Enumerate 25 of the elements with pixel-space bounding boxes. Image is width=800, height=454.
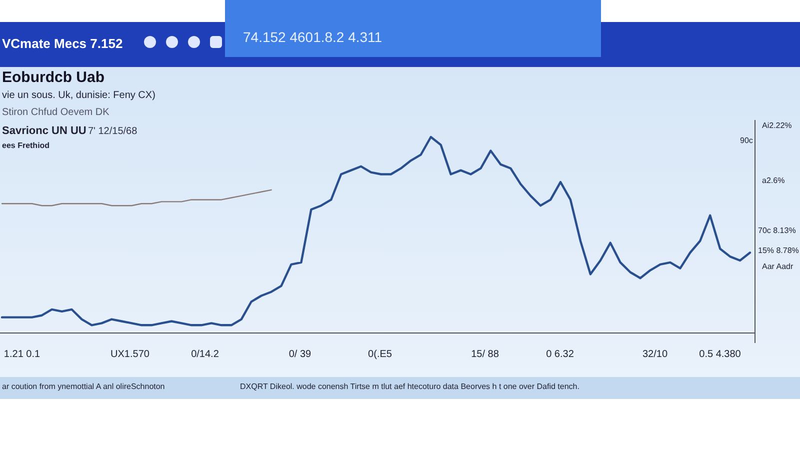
text: DXQRT Dikeol. wode conensh Tirtse m tlut aef htecoturo data Beorves h t one over Dafid tench. (240, 382, 580, 391)
text: a2.6% (762, 176, 785, 185)
text: 0/ 39 (288, 349, 312, 360)
text: ar coution from ynemottial A anl olireSchnoton (2, 382, 165, 391)
text: Aar Aadr (762, 262, 794, 271)
text: 15% 8.78% (758, 246, 799, 255)
text: 32/10 (642, 349, 668, 360)
text: UX1.570 (110, 349, 150, 360)
annotation: 7' 12/15/68 (88, 126, 138, 137)
text: 74.152 4601.8.2 4.311 (243, 29, 382, 45)
text: 15/ 88 (471, 349, 500, 360)
text: VCmate Mecs 7.152 (2, 36, 123, 51)
text: 0/14.2 (191, 349, 220, 360)
text: Ai2.22% (762, 121, 792, 130)
text: 70c 8.13% (758, 226, 796, 235)
text: 0.5 4.380 (699, 349, 742, 360)
annotation: 90c (740, 136, 753, 145)
text: 0(.E5 (368, 349, 392, 360)
text: 1.21 0.1 (4, 349, 41, 360)
annotation: Savrionc UN UU (2, 125, 86, 137)
text: 0 6.32 (546, 349, 574, 360)
annotation: ees Frethiod (2, 141, 50, 150)
chart-title: Eoburdcb Uab (2, 69, 105, 86)
chart-subtitle: vie un sous. Uk, dunisie: Feny CX) (2, 90, 156, 101)
text: Stiron Chfud Oevem DK (2, 107, 110, 118)
